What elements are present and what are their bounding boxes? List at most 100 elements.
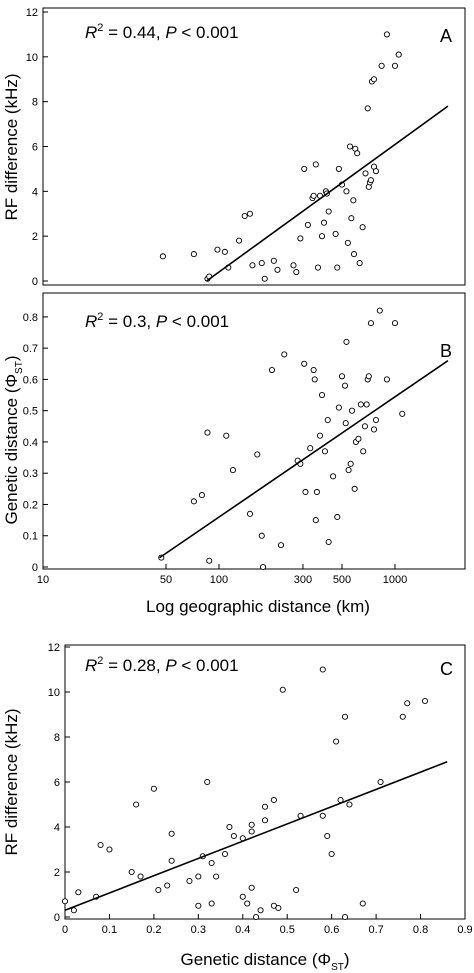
data-point <box>293 268 300 276</box>
data-point <box>310 366 317 374</box>
panel-c-xtick-label: 0.3 <box>191 924 206 936</box>
panel-b-xtick-label: 500 <box>333 574 351 586</box>
data-point <box>320 219 328 226</box>
data-point <box>70 907 77 914</box>
panel-c-scatter: C R2 = 0.28, P < 0.001 RF difference (kH… <box>2 642 473 973</box>
panel-b-ytick-label: 0.3 <box>23 468 38 480</box>
data-point <box>195 902 202 909</box>
data-point <box>226 823 233 831</box>
panel-a-regression <box>206 105 449 282</box>
panel-b-points <box>158 307 406 571</box>
data-point <box>421 697 429 705</box>
data-point <box>370 426 378 433</box>
panel-c-ylabel: RF difference (kHz) <box>2 708 21 855</box>
panel-a-stat-sup: 2 <box>97 22 103 34</box>
data-point <box>221 248 228 255</box>
panel-a-points <box>159 31 402 282</box>
panel-b-ytick-label: 0.4 <box>23 437 38 449</box>
data-point <box>314 264 321 271</box>
panel-b-ytick-label: 0.2 <box>23 499 38 511</box>
panel-b-x-axis: 10 50 100 300 500 1000 <box>37 564 407 586</box>
panel-c-stat-end: < 0.001 <box>177 656 239 675</box>
data-point <box>324 417 331 424</box>
data-point <box>168 830 175 837</box>
panel-b-xlabel: Log geographic distance (km) <box>146 597 370 616</box>
data-point <box>359 224 366 231</box>
panel-b-xtick-label: 50 <box>160 574 172 586</box>
data-point <box>324 832 331 840</box>
data-point <box>164 882 171 889</box>
panel-c-ytick-label: 2 <box>54 867 60 879</box>
data-point <box>257 907 264 914</box>
panel-c-ytick-label: 0 <box>54 912 60 924</box>
data-point <box>404 700 411 707</box>
data-point <box>330 473 337 480</box>
panel-a-y-axis: 0 2 4 6 8 10 12 <box>26 7 48 288</box>
panel-c-ytick-label: 12 <box>48 642 60 654</box>
data-point <box>204 778 211 786</box>
panel-c-stat-r: R <box>85 656 97 675</box>
data-point <box>312 161 319 168</box>
data-point <box>350 197 357 204</box>
data-point <box>399 713 406 720</box>
data-point <box>319 812 326 819</box>
data-point <box>214 246 221 253</box>
data-point <box>383 376 390 383</box>
data-point <box>133 801 140 808</box>
data-point <box>241 212 248 220</box>
regression-line <box>64 761 448 911</box>
data-point <box>128 868 135 876</box>
data-point <box>270 796 277 804</box>
data-point <box>261 803 269 810</box>
data-point <box>391 62 399 69</box>
panel-c-x-axis: 0 0.1 0.2 0.3 0.4 0.5 0.6 0.7 0.8 0.9 <box>62 914 473 936</box>
data-point <box>208 859 215 867</box>
data-point <box>268 366 276 374</box>
panel-b-ylabel-main: Genetic distance (Φ <box>2 374 21 525</box>
panel-a-stat-end: < 0.001 <box>177 23 239 42</box>
data-point <box>254 451 261 458</box>
data-point <box>347 460 354 467</box>
panel-a-stat-p: P <box>165 23 177 42</box>
data-point <box>346 801 353 808</box>
panel-b-stat-p: P <box>156 312 168 331</box>
data-point <box>361 423 368 430</box>
data-point <box>334 264 341 271</box>
data-point <box>391 320 399 327</box>
data-point <box>376 307 383 314</box>
data-point <box>155 886 162 894</box>
data-point <box>354 150 361 157</box>
data-point <box>365 373 372 380</box>
panel-a-ylabel: RF difference (kHz) <box>2 73 21 220</box>
data-point <box>213 873 220 880</box>
data-point <box>351 485 358 492</box>
data-point <box>239 893 246 900</box>
panel-b-stat-sup: 2 <box>97 311 103 323</box>
panel-a-frame <box>42 7 466 286</box>
panel-a-ytick-label: 6 <box>32 142 38 154</box>
data-point <box>208 900 215 907</box>
panel-b-ylabel-sub: ST <box>14 361 25 374</box>
panel-c-ytick-label: 6 <box>54 777 60 789</box>
data-point <box>106 846 113 853</box>
panel-c-xlabel: Genetic distance (ΦST) <box>180 950 349 973</box>
data-point <box>244 900 251 907</box>
panel-c-xtick-label: 0.8 <box>413 924 428 936</box>
data-point <box>395 51 402 58</box>
data-point <box>274 266 281 273</box>
data-point <box>281 351 288 358</box>
data-point <box>348 215 355 222</box>
panel-a-ytick-label: 12 <box>26 7 38 19</box>
data-point <box>293 886 300 894</box>
data-point <box>258 532 265 539</box>
data-point <box>362 170 369 177</box>
data-point <box>313 488 320 496</box>
data-point <box>312 517 319 524</box>
panel-c-stat: R2 = 0.28, P < 0.001 <box>85 655 239 675</box>
data-point <box>335 404 342 411</box>
data-point <box>359 900 366 907</box>
panel-a-stat: R2 = 0.44, P < 0.001 <box>85 22 239 42</box>
data-point <box>260 563 267 571</box>
data-point <box>372 168 380 175</box>
data-point <box>258 260 265 267</box>
